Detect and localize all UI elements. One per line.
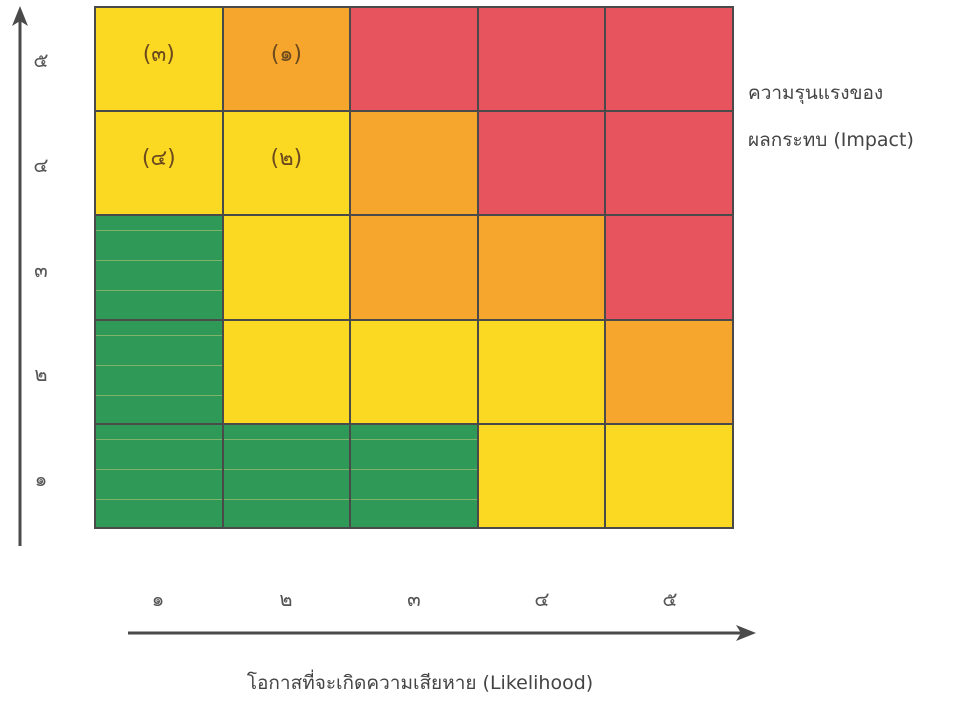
matrix-cell (95, 215, 223, 320)
impact-level-label: ๕ (33, 48, 49, 73)
matrix-cell (605, 319, 733, 424)
impact-level-label: ๓ (34, 257, 48, 282)
matrix-cell (605, 423, 733, 528)
matrix-cell (222, 423, 351, 528)
risk-item-marker: (๒) (270, 145, 303, 171)
matrix-cell (350, 319, 478, 424)
matrix-cell (350, 7, 478, 112)
matrix-cell (350, 215, 478, 320)
y-axis-arrow (12, 6, 28, 546)
impact-title-line-2: ผลกระทบ (Impact) (748, 129, 914, 151)
impact-axis-title: ความรุนแรงของ ผลกระทบ (Impact) (748, 70, 914, 164)
matrix-cell (477, 7, 606, 112)
impact-level-label: ๔ (33, 152, 49, 177)
likelihood-level-label: ๓ (407, 587, 421, 611)
matrix-cell (477, 319, 606, 424)
matrix-cell (350, 111, 478, 216)
matrix-cell: (๓) (95, 7, 223, 112)
matrix-cell (222, 215, 351, 320)
matrix-cell (350, 423, 478, 528)
matrix-cell (605, 7, 733, 112)
risk-item-marker: (๓) (142, 41, 175, 67)
likelihood-level-label: ๒ (279, 587, 293, 611)
matrix-cell (477, 423, 606, 528)
matrix-cell (605, 111, 733, 216)
matrix-cell (95, 319, 223, 424)
matrix-cell: (๒) (222, 111, 351, 216)
likelihood-axis-title: โอกาสที่จะเกิดความเสียหาย (Likelihood) (246, 672, 594, 694)
impact-level-label: ๒ (34, 362, 48, 387)
risk-item-marker: (๑) (270, 41, 302, 67)
matrix-cell (95, 423, 223, 528)
x-axis-arrow (128, 625, 756, 641)
matrix-cell: (๔) (95, 111, 223, 216)
matrix-cell (477, 111, 606, 216)
risk-matrix: (๓) (๑) (๔) (๒) (94, 6, 734, 529)
impact-level-label: ๑ (34, 466, 48, 491)
matrix-cell: (๑) (222, 7, 351, 112)
likelihood-level-label: ๔ (534, 587, 550, 611)
likelihood-level-label: ๕ (662, 587, 678, 611)
matrix-cell (222, 319, 351, 424)
matrix-cell (477, 215, 606, 320)
likelihood-level-label: ๑ (151, 587, 165, 611)
impact-title-line-1: ความรุนแรงของ (748, 82, 884, 104)
matrix-cell (605, 215, 733, 320)
risk-item-marker: (๔) (141, 145, 176, 171)
